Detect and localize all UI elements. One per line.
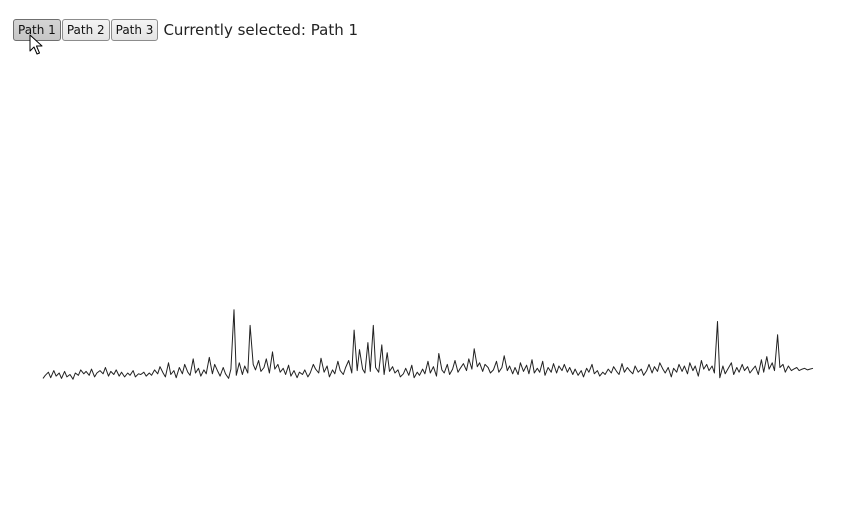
series-line (42, 309, 814, 380)
selection-status-prefix: Currently selected: (163, 21, 306, 39)
selection-status: Currently selected: Path 1 (163, 21, 358, 39)
arrow-cursor-icon (29, 34, 43, 55)
toolbar: Path 1 Path 2 Path 3 Currently selected:… (13, 19, 358, 41)
selection-status-value: Path 1 (310, 21, 359, 39)
path-1-button[interactable]: Path 1 (13, 19, 61, 41)
path-2-button[interactable]: Path 2 (61, 19, 110, 41)
path-3-button[interactable]: Path 3 (110, 19, 159, 41)
